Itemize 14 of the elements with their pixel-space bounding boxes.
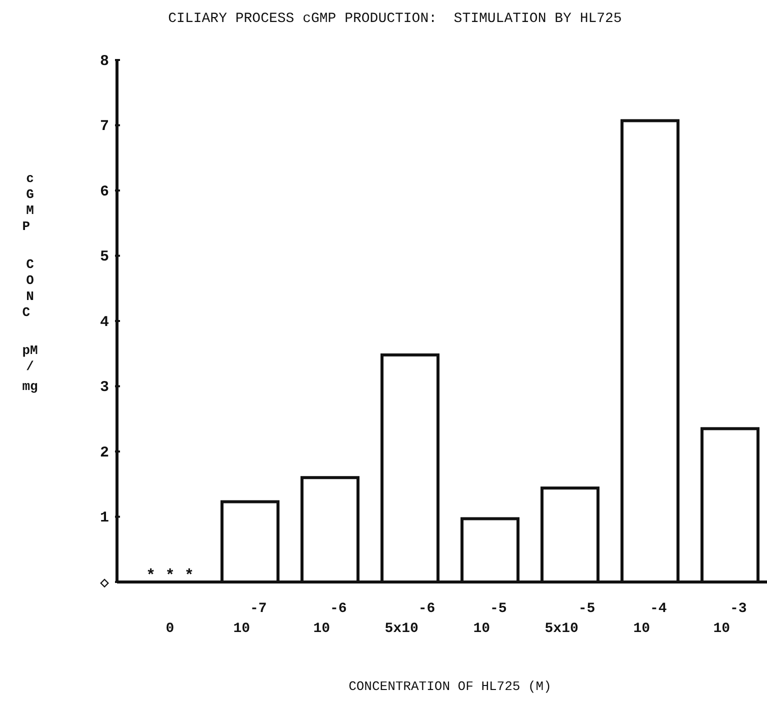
y-tick-label: 2: [100, 444, 109, 462]
y-tick-label: ◇: [100, 574, 109, 592]
y-tick-label: 6: [100, 183, 109, 200]
y-tick-label: 3: [100, 379, 109, 396]
y-tick-label: 5: [100, 248, 109, 266]
x-tick-label: 0: [166, 621, 174, 637]
y-tick-label: 1: [100, 510, 109, 527]
text: cGMP CONC pM/mg: [22, 171, 38, 394]
annotation: * * *: [146, 567, 194, 585]
x-axis-title: CONCENTRATION OF HL725 (M): [348, 679, 552, 694]
chart-title: CILIARY PROCESS cGMP PRODUCTION: STIMULATION BY HL725: [168, 11, 622, 27]
y-tick-label: 7: [100, 118, 109, 136]
y-tick-label: 8: [100, 52, 109, 70]
y-tick-label: 4: [100, 314, 109, 331]
